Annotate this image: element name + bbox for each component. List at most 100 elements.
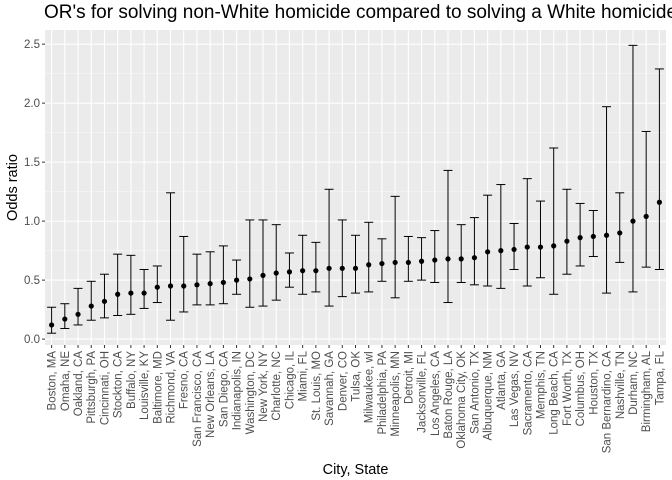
error-bar	[535, 200, 545, 279]
data-point	[247, 276, 253, 282]
error-bar	[628, 44, 638, 293]
data-point	[154, 284, 160, 290]
error-bar	[60, 303, 70, 329]
error-bar	[99, 273, 109, 319]
error-bar	[152, 265, 162, 304]
data-point	[445, 256, 451, 262]
error-bar	[311, 241, 321, 293]
error-bar	[179, 235, 189, 313]
error-bar	[364, 221, 374, 293]
x-tick-label: Minneapolis, MN	[390, 351, 402, 437]
error-bar	[337, 219, 347, 298]
y-tick-label: 1.5	[24, 157, 40, 169]
x-tick-label: Fresno, CA	[179, 351, 191, 409]
data-point	[339, 265, 345, 271]
data-point	[300, 268, 306, 274]
x-tick-label: Indianapolis, IN	[232, 351, 244, 430]
x-tick-label: Chicago, IL	[284, 350, 296, 409]
data-point	[418, 258, 425, 264]
data-point	[313, 268, 319, 274]
data-point	[128, 290, 134, 296]
data-point	[233, 277, 240, 283]
y-axis-ticks: 0.0 0.5 1.0 1.5 2.0 2.5	[24, 39, 45, 346]
error-bar	[509, 222, 519, 270]
x-tick-label: San Francisco, CA	[192, 351, 204, 447]
error-bar	[390, 195, 400, 299]
data-point	[101, 298, 108, 304]
data-point	[49, 322, 55, 328]
data-point	[141, 290, 147, 296]
x-tick-label: Buffalo, NY	[126, 351, 138, 409]
data-point	[207, 281, 213, 287]
x-tick-label: Louisville, KY	[139, 351, 151, 420]
data-point	[498, 248, 504, 254]
title-clip: OR's for solving non-White homicide comp…	[0, 0, 672, 30]
error-bar	[602, 106, 612, 294]
data-point	[194, 282, 200, 288]
x-tick-label: Richmond, VA	[166, 351, 178, 424]
error-bar	[469, 217, 479, 286]
x-tick-label: Oklahoma City, OK	[456, 351, 468, 449]
data-point	[62, 316, 68, 322]
error-bar	[549, 147, 559, 295]
error-bar	[205, 251, 215, 306]
error-bar	[443, 169, 453, 304]
x-tick-label: Nashville, TN	[615, 351, 627, 419]
x-tick-label: Jacksonville, FL	[417, 350, 429, 432]
error-bar	[456, 224, 466, 283]
error-bar	[113, 253, 123, 317]
data-point	[326, 265, 332, 271]
data-point	[471, 255, 478, 261]
data-point	[630, 218, 636, 224]
data-point	[392, 259, 398, 266]
error-bar	[218, 245, 228, 305]
data-points	[49, 199, 662, 328]
data-point	[590, 233, 596, 240]
x-tick-label: Baton Rouge, LA	[443, 351, 455, 439]
x-tick-label: Denver, CO	[337, 351, 349, 411]
x-axis-title: City, State	[323, 462, 389, 478]
x-tick-label: Tulsa, OK	[351, 351, 363, 402]
data-point	[181, 283, 187, 289]
error-bar	[615, 192, 625, 263]
x-tick-label: Washington, DC	[245, 351, 257, 434]
error-bar	[324, 188, 334, 307]
x-tick-label: Omaha, NE	[60, 351, 72, 411]
x-tick-label: San Antonio, TX	[469, 351, 481, 434]
data-point	[88, 303, 94, 309]
y-tick-label: 0.5	[24, 275, 40, 287]
x-tick-label: Sacramento, CA	[522, 351, 534, 436]
data-point	[524, 244, 530, 250]
data-point	[603, 232, 610, 238]
x-tick-label: New York, NY	[258, 351, 270, 422]
data-point	[286, 269, 293, 275]
x-tick-label: Charlotte, NC	[271, 351, 283, 421]
x-tick-label: Atlanta, GA	[496, 351, 508, 410]
x-tick-label: Baltimore, MD	[152, 351, 164, 424]
error-bar	[483, 194, 493, 287]
error-bar	[86, 280, 96, 321]
x-tick-label: Savannah, GA	[324, 351, 336, 426]
x-tick-label: New Orleans, LA	[205, 351, 217, 438]
data-point	[485, 249, 491, 255]
data-point	[366, 262, 372, 268]
y-tick-label: 2.5	[24, 39, 40, 51]
error-bar	[271, 224, 281, 301]
error-bar	[166, 192, 176, 321]
data-point	[643, 213, 649, 220]
data-point	[551, 243, 557, 249]
chart-title: OR's for solving non-White homicide comp…	[44, 2, 672, 23]
x-tick-label: Detroit, MI	[403, 351, 415, 404]
error-bar	[192, 253, 202, 306]
x-tick-label: Philadelphia, PA	[377, 351, 389, 435]
x-tick-label: St. Louis, MO	[311, 351, 323, 421]
y-tick-label: 1.0	[24, 216, 40, 228]
error-bar	[588, 210, 598, 258]
data-point	[564, 238, 570, 244]
error-bar	[562, 188, 572, 275]
data-point	[511, 246, 517, 253]
error-bar	[245, 219, 255, 308]
x-tick-label: Tampa, FL	[654, 350, 666, 405]
error-bar	[430, 230, 440, 283]
data-point	[577, 235, 583, 241]
